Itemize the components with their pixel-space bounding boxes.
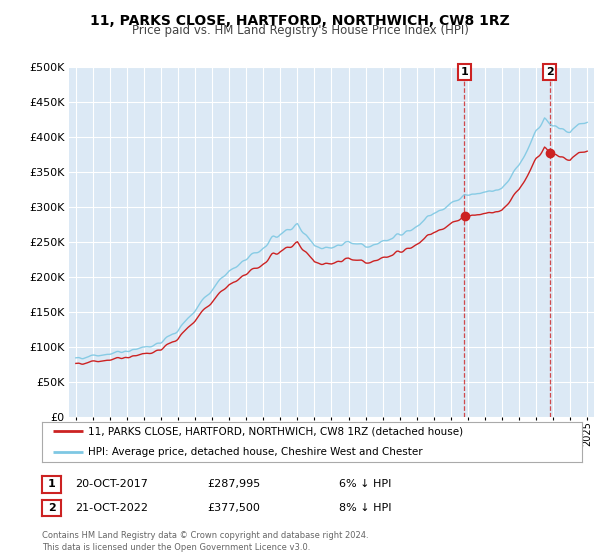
Text: 20-OCT-2017: 20-OCT-2017 [75,479,148,489]
Text: 11, PARKS CLOSE, HARTFORD, NORTHWICH, CW8 1RZ (detached house): 11, PARKS CLOSE, HARTFORD, NORTHWICH, CW… [88,426,463,436]
Text: 2: 2 [546,67,554,77]
Text: 1: 1 [48,479,55,489]
Text: HPI: Average price, detached house, Cheshire West and Chester: HPI: Average price, detached house, Ches… [88,446,422,456]
Text: £377,500: £377,500 [207,503,260,513]
Text: 2: 2 [48,503,55,513]
Text: Price paid vs. HM Land Registry's House Price Index (HPI): Price paid vs. HM Land Registry's House … [131,24,469,37]
Text: 1: 1 [461,67,469,77]
Text: £287,995: £287,995 [207,479,260,489]
Text: 21-OCT-2022: 21-OCT-2022 [75,503,148,513]
Text: 11, PARKS CLOSE, HARTFORD, NORTHWICH, CW8 1RZ: 11, PARKS CLOSE, HARTFORD, NORTHWICH, CW… [90,14,510,28]
Text: Contains HM Land Registry data © Crown copyright and database right 2024.
This d: Contains HM Land Registry data © Crown c… [42,531,368,552]
Text: 8% ↓ HPI: 8% ↓ HPI [339,503,391,513]
Text: 6% ↓ HPI: 6% ↓ HPI [339,479,391,489]
